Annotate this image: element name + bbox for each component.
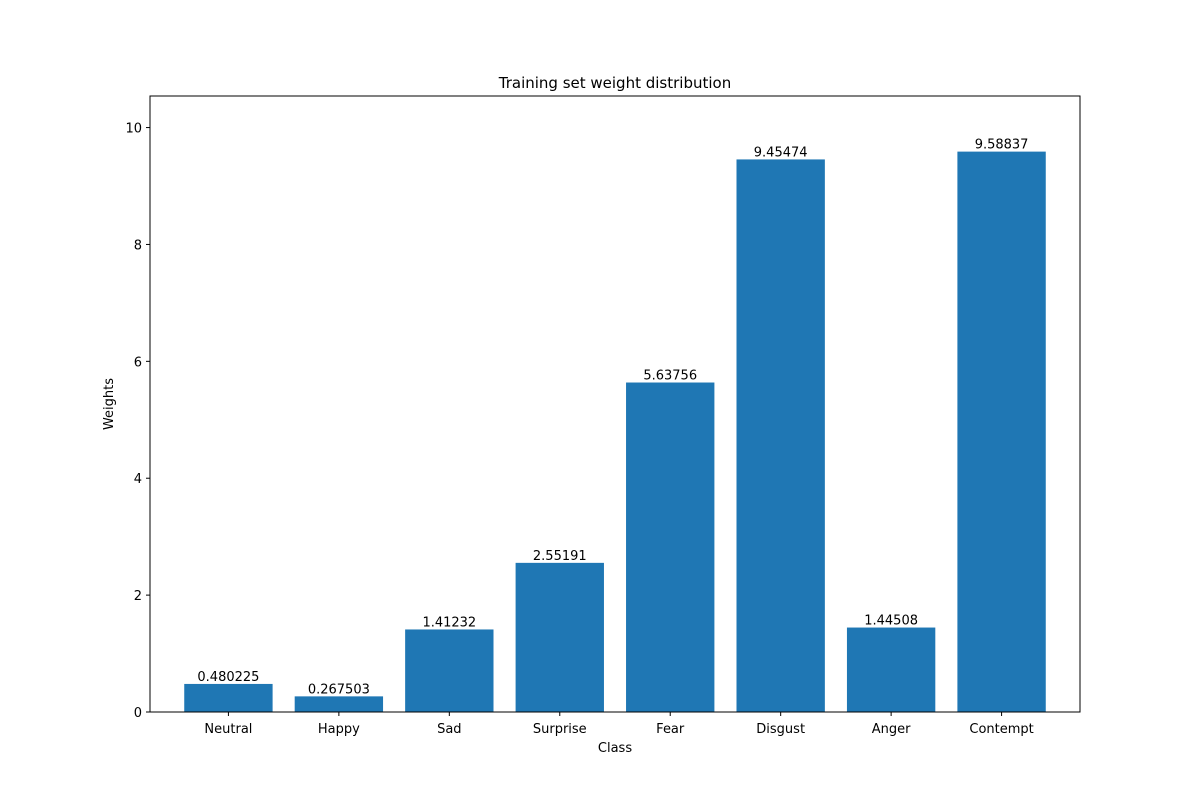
bar-neutral bbox=[184, 683, 273, 712]
y-tick-label: 2 bbox=[134, 589, 142, 604]
axes-layer: Neutral Happy Sad Surprise Fear Disgust Anger C… bbox=[125, 95, 1081, 737]
x-tick-label: Surprise bbox=[533, 722, 587, 737]
y-tick-label: 8 bbox=[134, 238, 142, 253]
y-tick-label: 0 bbox=[134, 706, 142, 721]
x-tick-label: Happy bbox=[318, 722, 360, 737]
bar-value-label: 5.63756 bbox=[643, 369, 697, 384]
bar-surprise bbox=[515, 562, 604, 712]
bar-value-label: 9.58837 bbox=[975, 138, 1029, 153]
chart-title: Training set weight distribution bbox=[498, 74, 731, 92]
x-tick-label: Fear bbox=[656, 722, 685, 737]
bar-value-label: 1.44508 bbox=[864, 614, 918, 629]
bar-value-label: 1.41232 bbox=[422, 615, 476, 630]
x-tick-label: Contempt bbox=[969, 722, 1033, 737]
y-tick-label: 6 bbox=[134, 355, 142, 370]
x-tick-label: Anger bbox=[872, 722, 911, 737]
bar-contempt bbox=[957, 151, 1046, 713]
y-axis-label: Weights bbox=[102, 378, 117, 430]
y-tick-label: 10 bbox=[125, 122, 142, 137]
bar-anger bbox=[846, 627, 936, 712]
bar-value-label: 9.45474 bbox=[754, 145, 808, 160]
plot-frame bbox=[149, 95, 1081, 713]
bar-fear bbox=[626, 382, 715, 712]
x-axis-label: Class bbox=[598, 741, 632, 756]
bar-value-label: 0.267503 bbox=[308, 682, 370, 697]
bar-value-label: 2.55191 bbox=[533, 549, 587, 564]
bar-sad bbox=[405, 629, 494, 712]
x-tick-label: Neutral bbox=[204, 722, 252, 737]
x-tick-label: Sad bbox=[437, 722, 461, 737]
bar-disgust bbox=[736, 159, 825, 713]
bars-layer: 0.480225 0.267503 1.41232 2.55191 5.63756 9.4… bbox=[184, 138, 1046, 713]
y-tick-label: 4 bbox=[134, 472, 142, 487]
bar-happy bbox=[294, 696, 384, 712]
x-tick-label: Disgust bbox=[756, 722, 805, 737]
bar-value-label: 0.480225 bbox=[197, 670, 259, 685]
